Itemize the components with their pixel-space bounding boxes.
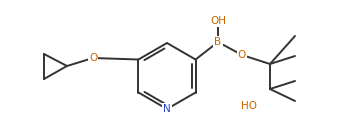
Text: OH: OH	[210, 16, 226, 26]
Text: B: B	[214, 37, 222, 47]
Text: O: O	[238, 50, 246, 60]
Text: O: O	[89, 53, 97, 63]
Text: HO: HO	[241, 101, 257, 111]
Text: N: N	[163, 104, 171, 114]
